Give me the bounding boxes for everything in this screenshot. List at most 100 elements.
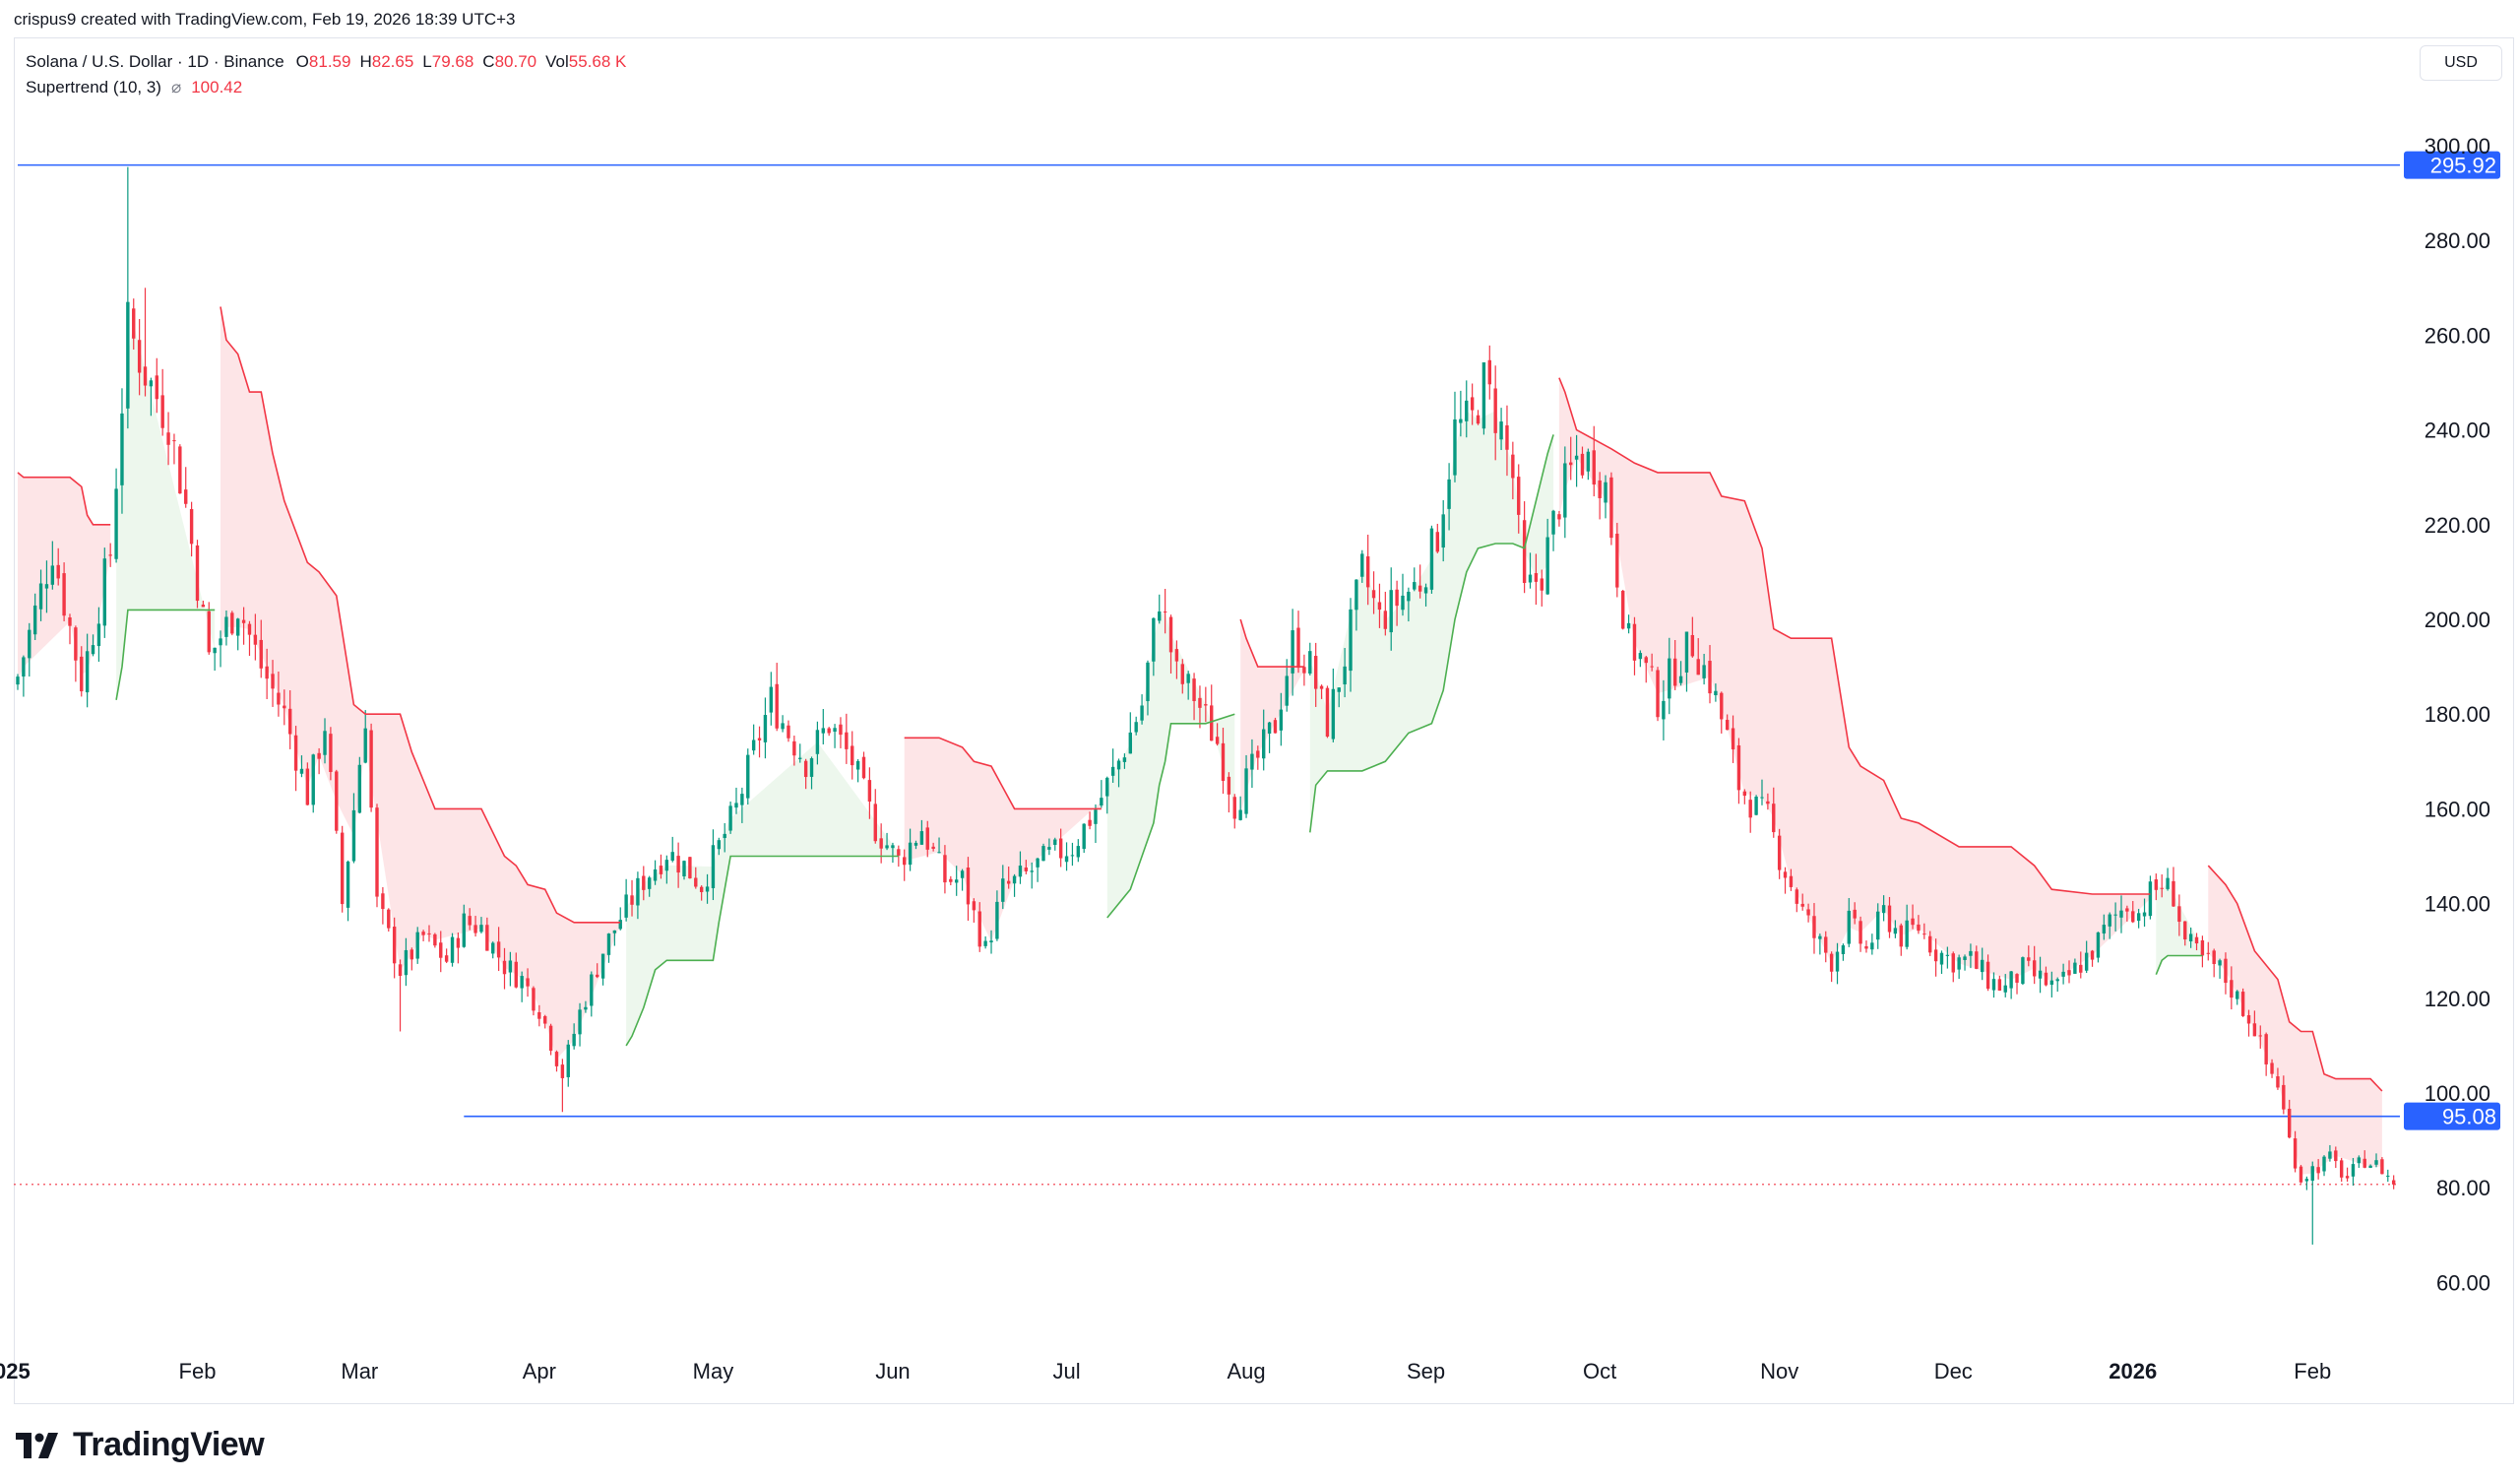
candle-body [578,1009,582,1035]
candle-body [473,925,477,933]
candle-body [1615,533,1619,588]
candle-body [149,380,154,387]
candle-body [479,925,483,933]
candle-body [283,705,286,709]
candle-body [2067,970,2071,976]
candle-body [740,794,744,805]
candle-body [792,740,796,756]
candle-body [1997,979,2002,992]
candle-body [299,768,304,774]
candle-body [2212,950,2216,965]
candle-body [1678,676,1683,683]
candle-body [630,895,634,905]
currency-button[interactable]: USD [2420,45,2502,81]
candle-body [798,757,802,759]
candle-body [1922,933,1926,935]
candle-body [1279,709,1284,731]
candle-body [2166,877,2170,889]
candle-body [1881,905,1886,914]
candle-body [2334,1150,2338,1162]
supertrend-down-line [1558,377,2151,895]
candle-body [2061,971,2065,977]
candle-body [96,623,101,647]
candle-body [763,715,768,742]
candle-body [2224,958,2228,984]
candle-body [757,738,762,740]
candle-body [664,860,669,871]
x-tick-label: Jul [1052,1359,1080,1383]
candle-body [2154,879,2159,890]
candle-body [421,932,425,935]
candle-body [1325,687,1330,738]
candle-body [1668,658,1671,699]
low-value: 79.68 [431,52,474,71]
candle-body [1407,591,1411,602]
candle-body [1783,871,1788,878]
x-tick-label: Feb [179,1359,217,1383]
candle-body [2172,880,2175,907]
candle-body [966,868,971,905]
candle-body [1158,611,1162,621]
candle-body [456,937,461,948]
candle-body [520,976,524,989]
candle-body [537,1011,541,1019]
candle-body [2055,979,2059,982]
candle-body [1835,951,1840,972]
symbol-label[interactable]: Solana / U.S. Dollar · 1D · Binance [26,52,284,71]
indicator-settings-icon[interactable]: ⌀ [170,78,182,97]
candle-body [2015,974,2019,983]
candle-body [1302,667,1306,674]
candle-body [543,1015,547,1024]
candle-body [1708,661,1712,694]
candle-body [723,833,726,839]
supertrend-label[interactable]: Supertrend (10, 3) [26,78,161,97]
candle-body [247,623,252,635]
candle-body [160,395,164,428]
candle-body [1250,753,1254,770]
candle-body [1945,954,1950,956]
candle-body [983,940,987,946]
candle-body [2391,1180,2396,1185]
candle-body [2038,970,2043,979]
high-label: H [359,52,372,71]
candle-body [1337,687,1341,692]
candle-body [1963,956,1967,960]
candle-body [2288,1109,2292,1138]
candle-body [1864,946,1868,949]
candle-body [949,878,953,882]
candle-body [1870,942,1874,950]
candle-body [1650,666,1654,668]
candle-body [1638,653,1643,660]
candle-body [1841,945,1846,954]
candle-body [873,804,877,842]
candle-body [1754,796,1758,815]
candle-body [2142,912,2147,917]
candle-body [1238,809,1242,820]
candle-body [2304,1179,2309,1182]
candle-body [861,756,866,779]
candle-body [1006,880,1011,884]
candle-body [213,647,217,654]
candle-body [769,686,774,713]
candle-body [410,949,414,960]
candle-body [1100,798,1103,806]
candle-body [1296,627,1300,669]
candle-body [775,683,779,729]
candle-body [102,558,107,626]
candle-body [596,974,599,978]
candle-body [1725,720,1730,731]
candle-body [1690,634,1695,657]
candle-body [1598,480,1602,498]
candle-body [809,758,814,777]
candle-body [375,807,379,897]
candle-body [1522,520,1527,583]
candle-body [189,508,194,545]
supertrend-down-line [904,737,1102,810]
candle-body [1534,573,1539,582]
candle-body [381,893,385,910]
candle-body [1766,801,1770,804]
candle-body [670,852,674,861]
candle-body [1094,809,1098,824]
candle-body [143,366,148,386]
